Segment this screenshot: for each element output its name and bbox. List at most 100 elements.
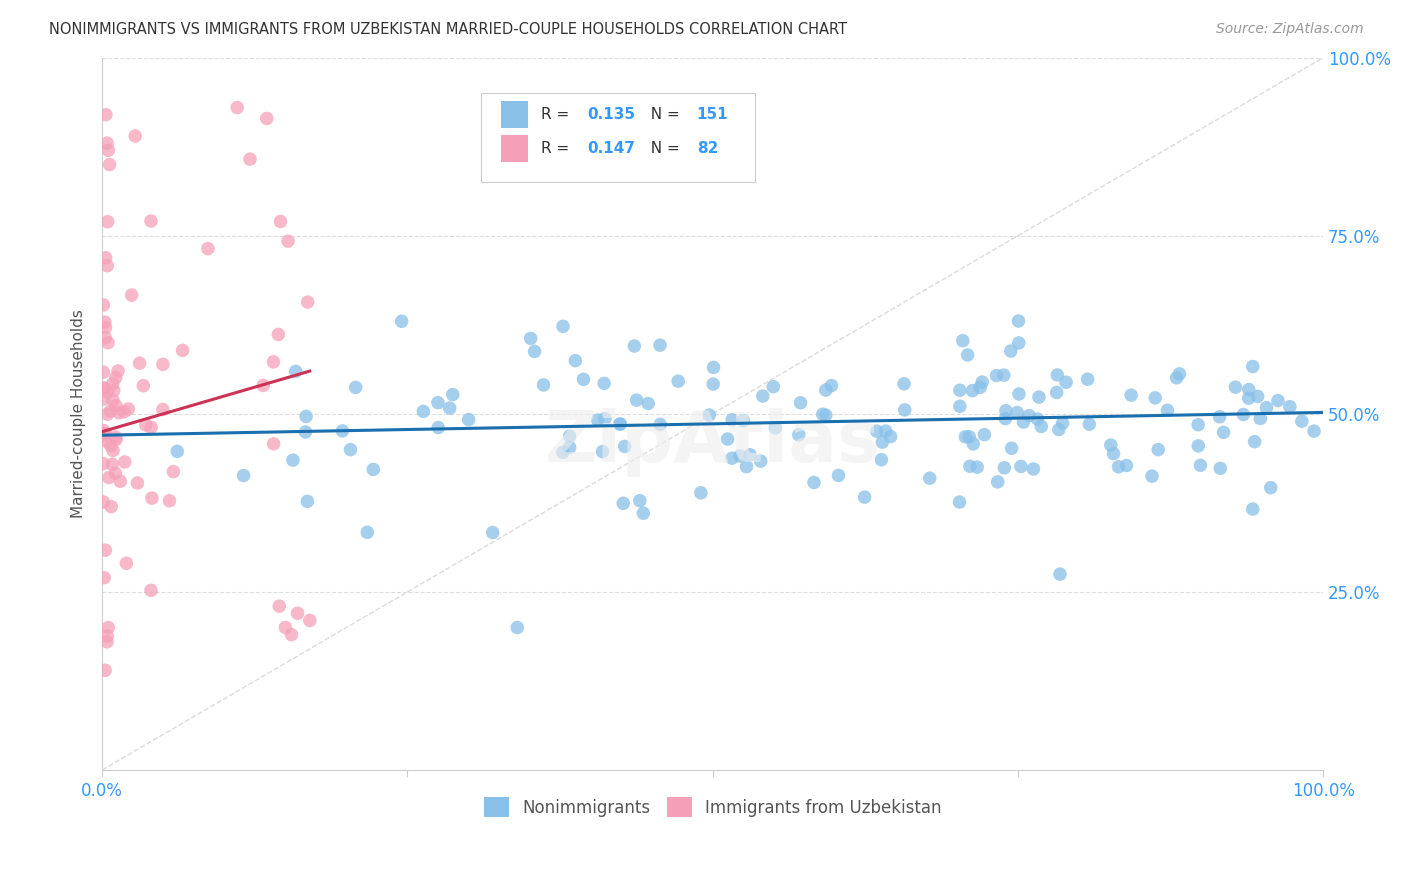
Point — [866, 424, 889, 438]
Point — [586, 413, 609, 427]
Point — [959, 459, 981, 474]
Text: R =: R = — [540, 141, 574, 155]
Point — [101, 376, 124, 391]
Point — [1256, 401, 1278, 415]
Point — [609, 417, 631, 431]
Point — [287, 607, 309, 621]
Point — [702, 360, 724, 375]
Point — [94, 315, 117, 329]
Bar — [502, 135, 529, 161]
Point — [93, 381, 115, 395]
Point — [1005, 405, 1028, 419]
Point — [263, 436, 285, 450]
Point — [1102, 447, 1125, 461]
Point — [117, 402, 139, 417]
Point — [101, 457, 124, 471]
Point — [1010, 459, 1032, 474]
Point — [763, 421, 786, 435]
Point — [110, 474, 132, 488]
Point — [457, 412, 479, 426]
Point — [752, 389, 775, 403]
Point — [551, 319, 574, 334]
Point — [1241, 502, 1264, 516]
Point — [297, 494, 319, 508]
Point — [870, 452, 893, 467]
Text: 82: 82 — [697, 141, 718, 155]
Point — [716, 432, 738, 446]
Point — [870, 435, 893, 450]
Point — [879, 429, 901, 443]
Point — [412, 404, 434, 418]
Point — [427, 420, 450, 434]
Point — [721, 451, 744, 466]
Point — [1156, 403, 1178, 417]
Point — [166, 444, 188, 458]
Point — [96, 629, 118, 643]
Point — [986, 368, 1008, 383]
Point — [1031, 419, 1053, 434]
Point — [94, 108, 117, 122]
Point — [232, 468, 254, 483]
Point — [97, 143, 120, 157]
Point — [853, 490, 876, 504]
Point — [94, 543, 117, 558]
Point — [280, 627, 302, 641]
Point — [481, 525, 503, 540]
Point — [128, 356, 150, 370]
Point — [121, 288, 143, 302]
Point — [827, 468, 849, 483]
Text: 151: 151 — [697, 107, 728, 122]
Point — [609, 417, 631, 431]
Point — [1241, 359, 1264, 374]
Point — [1303, 424, 1326, 438]
Point — [96, 259, 118, 273]
Point — [814, 409, 837, 423]
Point — [918, 471, 941, 485]
Point — [1049, 567, 1071, 582]
Point — [1168, 367, 1191, 381]
Point — [973, 427, 995, 442]
Point — [267, 327, 290, 342]
Point — [648, 338, 671, 352]
Bar — [502, 101, 529, 128]
Point — [100, 404, 122, 418]
Point — [94, 331, 117, 345]
Point — [284, 364, 307, 378]
Point — [558, 441, 581, 455]
Point — [96, 434, 118, 449]
Point — [103, 384, 125, 398]
Point — [735, 459, 758, 474]
Text: 0.135: 0.135 — [586, 107, 636, 122]
Point — [93, 427, 115, 442]
Point — [93, 424, 115, 438]
Point — [728, 449, 751, 463]
Point — [1187, 439, 1209, 453]
Point — [955, 430, 977, 444]
Point — [1243, 434, 1265, 449]
Point — [994, 403, 1017, 417]
Point — [132, 378, 155, 392]
Point — [738, 448, 761, 462]
Point — [506, 621, 529, 635]
Point — [994, 411, 1017, 425]
Point — [356, 525, 378, 540]
Point — [1008, 387, 1031, 401]
Legend: Nonimmigrants, Immigrants from Uzbekistan: Nonimmigrants, Immigrants from Uzbekista… — [475, 789, 950, 826]
Point — [1249, 411, 1271, 425]
Point — [1291, 414, 1313, 428]
Point — [1267, 393, 1289, 408]
Point — [139, 214, 162, 228]
Point — [749, 454, 772, 468]
Point — [787, 427, 810, 442]
Point — [1278, 400, 1301, 414]
Point — [1046, 385, 1069, 400]
Point — [97, 215, 120, 229]
Point — [1166, 371, 1188, 385]
Point — [269, 599, 291, 614]
Point — [814, 383, 837, 397]
Point — [114, 455, 136, 469]
Point — [1260, 481, 1282, 495]
Point — [1077, 372, 1099, 386]
Point — [1144, 391, 1167, 405]
Point — [226, 101, 249, 115]
